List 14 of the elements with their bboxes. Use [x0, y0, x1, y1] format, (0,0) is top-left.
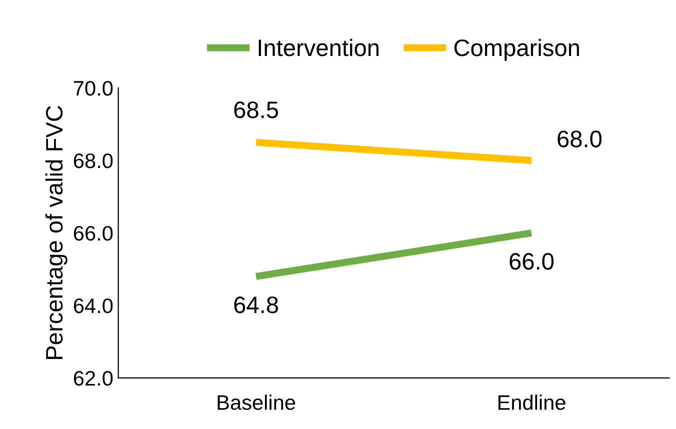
y-tick-label: 68.0: [74, 153, 113, 168]
legend-label: Intervention: [258, 38, 378, 56]
y-tick-label: 66.0: [74, 226, 113, 241]
legend-label: Comparison: [454, 38, 579, 61]
data-label: 66.0: [510, 253, 554, 270]
data-label: 68.5: [234, 101, 278, 118]
y-tick-label: 62.0: [74, 370, 113, 386]
x-tick-label: Endline: [498, 394, 566, 410]
y-tick-label: 70.0: [74, 80, 113, 96]
data-label: 68.0: [558, 130, 602, 148]
y-tick-label: 64.0: [74, 298, 113, 314]
y-axis-title: Percentage of valid FVC: [45, 106, 68, 359]
x-tick-label: Baseline: [218, 394, 296, 410]
data-label: 64.8: [234, 296, 278, 314]
